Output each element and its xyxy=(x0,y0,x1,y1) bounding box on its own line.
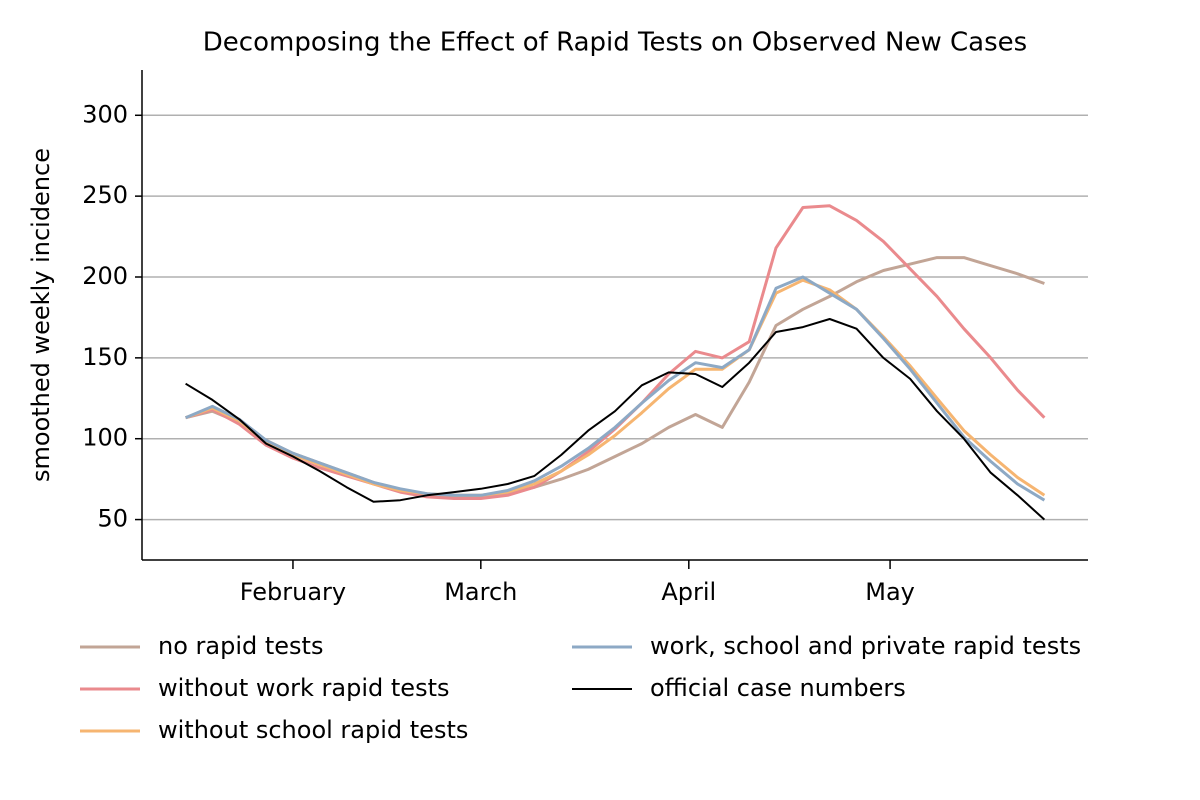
x-tick-label: May xyxy=(865,578,915,606)
x-tick-label: March xyxy=(444,578,517,606)
chart-title: Decomposing the Effect of Rapid Tests on… xyxy=(203,28,1027,58)
series-line xyxy=(185,275,1046,502)
y-tick-label: 300 xyxy=(82,100,128,128)
legend-label: work, school and private rapid tests xyxy=(650,632,1081,660)
legend-label: without work rapid tests xyxy=(158,674,450,702)
y-tick-label: 250 xyxy=(82,181,128,209)
y-tick-label: 150 xyxy=(82,343,128,371)
y-tick-label: 100 xyxy=(82,424,128,452)
legend-label: without school rapid tests xyxy=(158,716,468,744)
y-tick-label: 50 xyxy=(97,505,128,533)
legend-label: no rapid tests xyxy=(158,632,323,660)
y-axis-label: smoothed weekly incidence xyxy=(27,148,55,482)
x-tick-label: February xyxy=(240,578,346,606)
x-tick-label: April xyxy=(661,578,716,606)
legend-label: official case numbers xyxy=(650,674,906,702)
series-line xyxy=(185,318,1046,521)
y-tick-label: 200 xyxy=(82,262,128,290)
series-line xyxy=(185,278,1046,497)
